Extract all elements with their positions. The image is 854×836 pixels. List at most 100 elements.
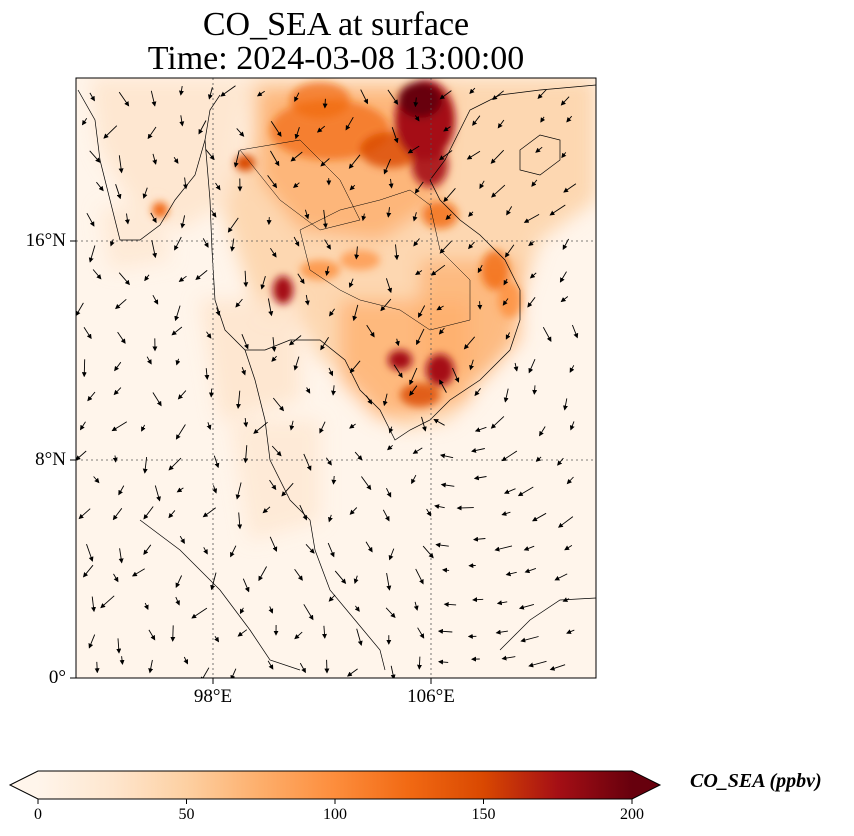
wind-arrow [206,422,212,431]
wind-arrow [256,90,265,97]
wind-arrow [214,636,220,643]
wind-arrow [294,631,303,640]
wind-arrow [365,395,373,405]
wind-arrow [113,573,119,583]
colorbar-label: CO_SEA (ppbv) [690,770,822,792]
wind-arrow [316,125,326,133]
wind-arrow [235,482,242,500]
wind-arrow [147,126,157,140]
wind-arrow [267,175,278,189]
wind-arrow [243,445,249,464]
wind-arrow [322,625,327,639]
wind-arrow [118,485,125,496]
wind-arrow [505,571,517,577]
wind-arrow [361,476,372,491]
wind-arrow [471,448,485,453]
wind-arrow [304,294,310,306]
wind-arrow [271,337,277,352]
wind-arrow [463,336,476,350]
wind-arrow [236,390,241,409]
colorbar-gradient [38,771,632,799]
wind-arrow [506,206,513,216]
wind-arrow [230,238,235,252]
wind-arrow [272,397,285,412]
x-tick-98e: 98°E [193,686,233,707]
wind-arrow [469,87,476,95]
wind-arrow [81,118,88,126]
wind-arrow [242,578,250,593]
wind-arrow [502,298,509,306]
wind-arrow [329,308,335,317]
wind-arrow [501,655,516,661]
wind-arrow [412,447,423,454]
wind-arrow [411,474,417,485]
wind-arrow [504,244,515,258]
wind-arrow [360,89,368,105]
wind-arrow [144,274,150,282]
wind-arrow [532,385,538,395]
wind-arrow [473,475,487,481]
map-title-line2: Time: 2024-03-08 13:00:00 [147,40,525,77]
wind-arrow [168,457,182,471]
wind-arrow [113,387,122,396]
wind-arrow [215,182,221,191]
wind-arrow [154,485,161,502]
wind-arrow [327,542,335,558]
wind-arrow [191,607,208,619]
wind-arrow [417,627,425,639]
wind-arrow [322,209,328,229]
wind-arrow [348,278,354,288]
wind-arrow [304,209,310,220]
wind-arrow [233,150,240,168]
y-tick-8n: 8°N [35,449,66,470]
wind-arrow [513,362,519,372]
wind-arrow [269,536,278,552]
wind-arrow [294,568,303,581]
axis-ticks [70,240,432,684]
wind-arrow [230,545,237,558]
wind-arrow [523,545,535,551]
wind-arrow [566,476,574,485]
wind-arrow [426,508,432,517]
wind-arrow [472,115,481,126]
wind-arrow [91,596,96,613]
wind-arrow [354,246,360,260]
wind-arrow [267,298,274,317]
wind-arrow [243,418,249,428]
wind-arrow [554,573,568,581]
wind-arrow [118,155,124,174]
wind-arrow [443,188,456,203]
wind-arrow [520,636,539,643]
wind-arrow [528,359,536,374]
colorbar-min-extend [10,771,38,799]
wind-arrow [76,302,84,317]
wind-arrow [491,184,506,198]
wind-arrow [131,568,145,577]
wind-arrow [331,385,337,396]
wind-arrow [143,602,149,611]
wind-arrow [299,504,308,521]
wind-arrow [437,628,453,634]
wind-arrow [206,331,212,339]
wind-arrow [262,506,271,514]
wind-arrow [539,426,546,437]
wind-arrow [288,335,302,346]
wind-arrow [294,127,300,140]
y-tick-16n: 16°N [25,230,66,251]
wind-arrow [566,115,573,123]
wind-arrow [175,424,186,440]
wind-arrow [560,96,570,106]
map-frame [75,77,597,679]
wind-arrow [564,545,573,551]
wind-arrow [180,215,186,229]
wind-arrow [271,445,282,457]
wind-arrow [183,177,188,190]
wind-arrow [386,207,392,218]
wind-arrow [151,240,158,259]
wind-arrow [112,455,118,463]
wind-arrow [237,512,243,530]
map-title-line1: CO_SEA at surface [202,6,470,43]
wind-arrow [474,426,487,433]
wind-arrow [563,183,577,193]
wind-arrow [560,296,569,303]
